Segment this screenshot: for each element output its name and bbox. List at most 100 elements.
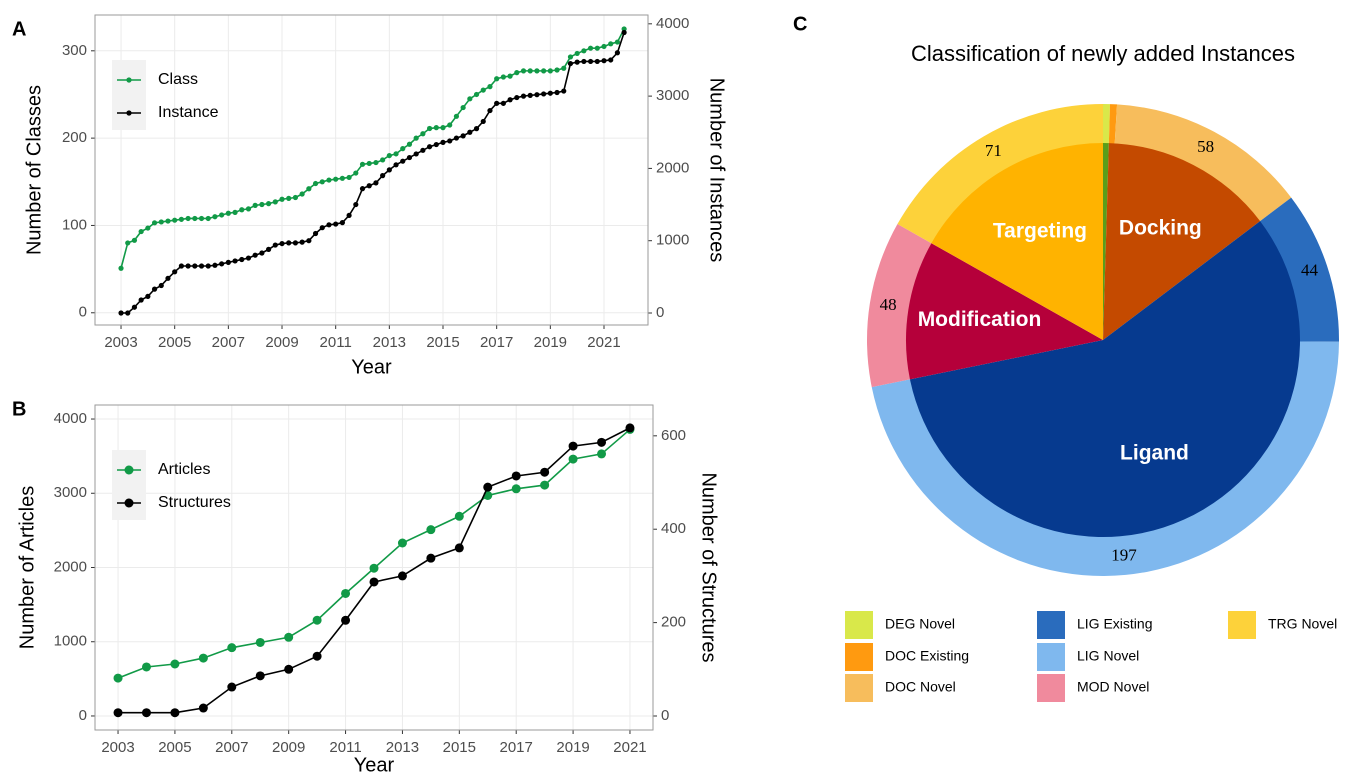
data-point — [554, 67, 560, 73]
legend-label: Class — [158, 71, 198, 88]
data-point — [346, 212, 352, 219]
x-tick-label: 2003 — [104, 334, 137, 351]
data-point — [219, 261, 225, 267]
y2-axis-title: Number of Instances — [706, 78, 728, 263]
data-point — [460, 133, 466, 139]
data-point — [252, 202, 258, 208]
data-point — [625, 423, 635, 433]
data-point — [227, 643, 237, 653]
data-point — [426, 144, 433, 150]
x-tick-label: 2013 — [386, 739, 419, 756]
legend-label: MOD Novel — [1077, 679, 1149, 695]
slice-value-label: 71 — [985, 141, 1002, 160]
inner-slice — [909, 221, 1300, 537]
data-point — [561, 65, 567, 71]
legend-label: DEG Novel — [885, 616, 955, 632]
data-point — [312, 230, 319, 237]
data-point — [587, 45, 594, 51]
slice-value-label: 44 — [1301, 260, 1319, 279]
y-axis-title: Number of Articles — [16, 486, 38, 649]
y2-tick-label: 1000 — [656, 232, 689, 249]
data-point — [145, 293, 151, 299]
x-tick-label: 2005 — [158, 739, 191, 756]
data-point — [312, 180, 319, 187]
data-point — [113, 708, 123, 718]
slice-value-label: 197 — [1111, 545, 1137, 564]
data-point — [284, 664, 294, 674]
legend-swatch — [1037, 674, 1065, 702]
outer-slice — [1108, 104, 1118, 145]
x-tick-label: 2013 — [373, 334, 406, 351]
data-point — [406, 141, 413, 147]
inner-slice-label: Targeting — [993, 220, 1087, 243]
legend-label: DOC Existing — [885, 648, 969, 664]
data-point — [284, 632, 294, 642]
data-point — [125, 240, 131, 246]
data-point — [433, 125, 439, 131]
data-point — [473, 126, 480, 132]
plot-panel — [95, 15, 648, 325]
outer-slice — [867, 224, 933, 388]
data-point — [198, 263, 205, 269]
x-tick-label: 2021 — [587, 334, 620, 351]
data-point — [406, 154, 413, 161]
legend-label: Structures — [158, 494, 231, 511]
series-line — [121, 32, 625, 314]
data-point — [400, 146, 406, 152]
panel-label: C — [793, 13, 807, 35]
legend-label: DOC Novel — [885, 679, 956, 695]
data-point — [594, 58, 600, 65]
panel-label: A — [12, 18, 26, 40]
x-tick-label: 2005 — [158, 334, 191, 351]
outer-slice — [1259, 197, 1339, 342]
data-point — [165, 275, 171, 281]
legend-swatch — [845, 643, 873, 671]
data-point — [131, 237, 138, 243]
data-point — [467, 96, 473, 102]
data-point — [507, 73, 513, 79]
inner-slice-label: Docking — [1119, 216, 1202, 239]
data-point — [621, 29, 627, 36]
data-point — [192, 215, 198, 222]
x-tick-label: 2017 — [480, 334, 513, 351]
outer-slice — [1103, 104, 1111, 145]
inner-slice-label: Ligand — [1120, 441, 1189, 464]
data-point — [447, 122, 453, 128]
data-point — [547, 68, 553, 74]
y-tick-label: 3000 — [54, 484, 87, 501]
y-tick-label: 2000 — [54, 558, 87, 575]
data-point — [158, 282, 164, 289]
data-point — [500, 74, 506, 80]
data-point — [380, 173, 386, 179]
data-point — [494, 100, 500, 106]
data-point — [292, 194, 299, 201]
data-point — [333, 221, 339, 227]
inner-slice — [931, 143, 1103, 340]
data-point — [400, 158, 406, 164]
x-tick-label: 2007 — [215, 739, 248, 756]
data-point — [266, 246, 272, 252]
inner-slice — [905, 243, 1103, 380]
data-point — [426, 125, 433, 132]
data-point — [500, 100, 506, 106]
data-point — [333, 176, 339, 182]
data-point — [373, 180, 379, 186]
slice-value-label: 58 — [1197, 137, 1214, 156]
data-point — [255, 637, 265, 647]
data-point — [397, 538, 407, 548]
data-point — [520, 93, 527, 99]
data-point — [118, 310, 124, 316]
data-point — [426, 525, 436, 535]
y2-tick-label: 0 — [656, 304, 664, 321]
data-point — [172, 269, 178, 275]
legend-swatch — [845, 674, 873, 702]
data-point — [232, 258, 238, 264]
data-point — [433, 141, 439, 148]
data-point — [487, 107, 493, 114]
data-point — [299, 191, 305, 197]
x-tick-label: 2009 — [265, 334, 298, 351]
legend-label: LIG Novel — [1077, 648, 1139, 664]
slice-value-label: 48 — [880, 295, 897, 314]
legend-key-bg — [112, 450, 146, 520]
data-point — [138, 228, 144, 235]
